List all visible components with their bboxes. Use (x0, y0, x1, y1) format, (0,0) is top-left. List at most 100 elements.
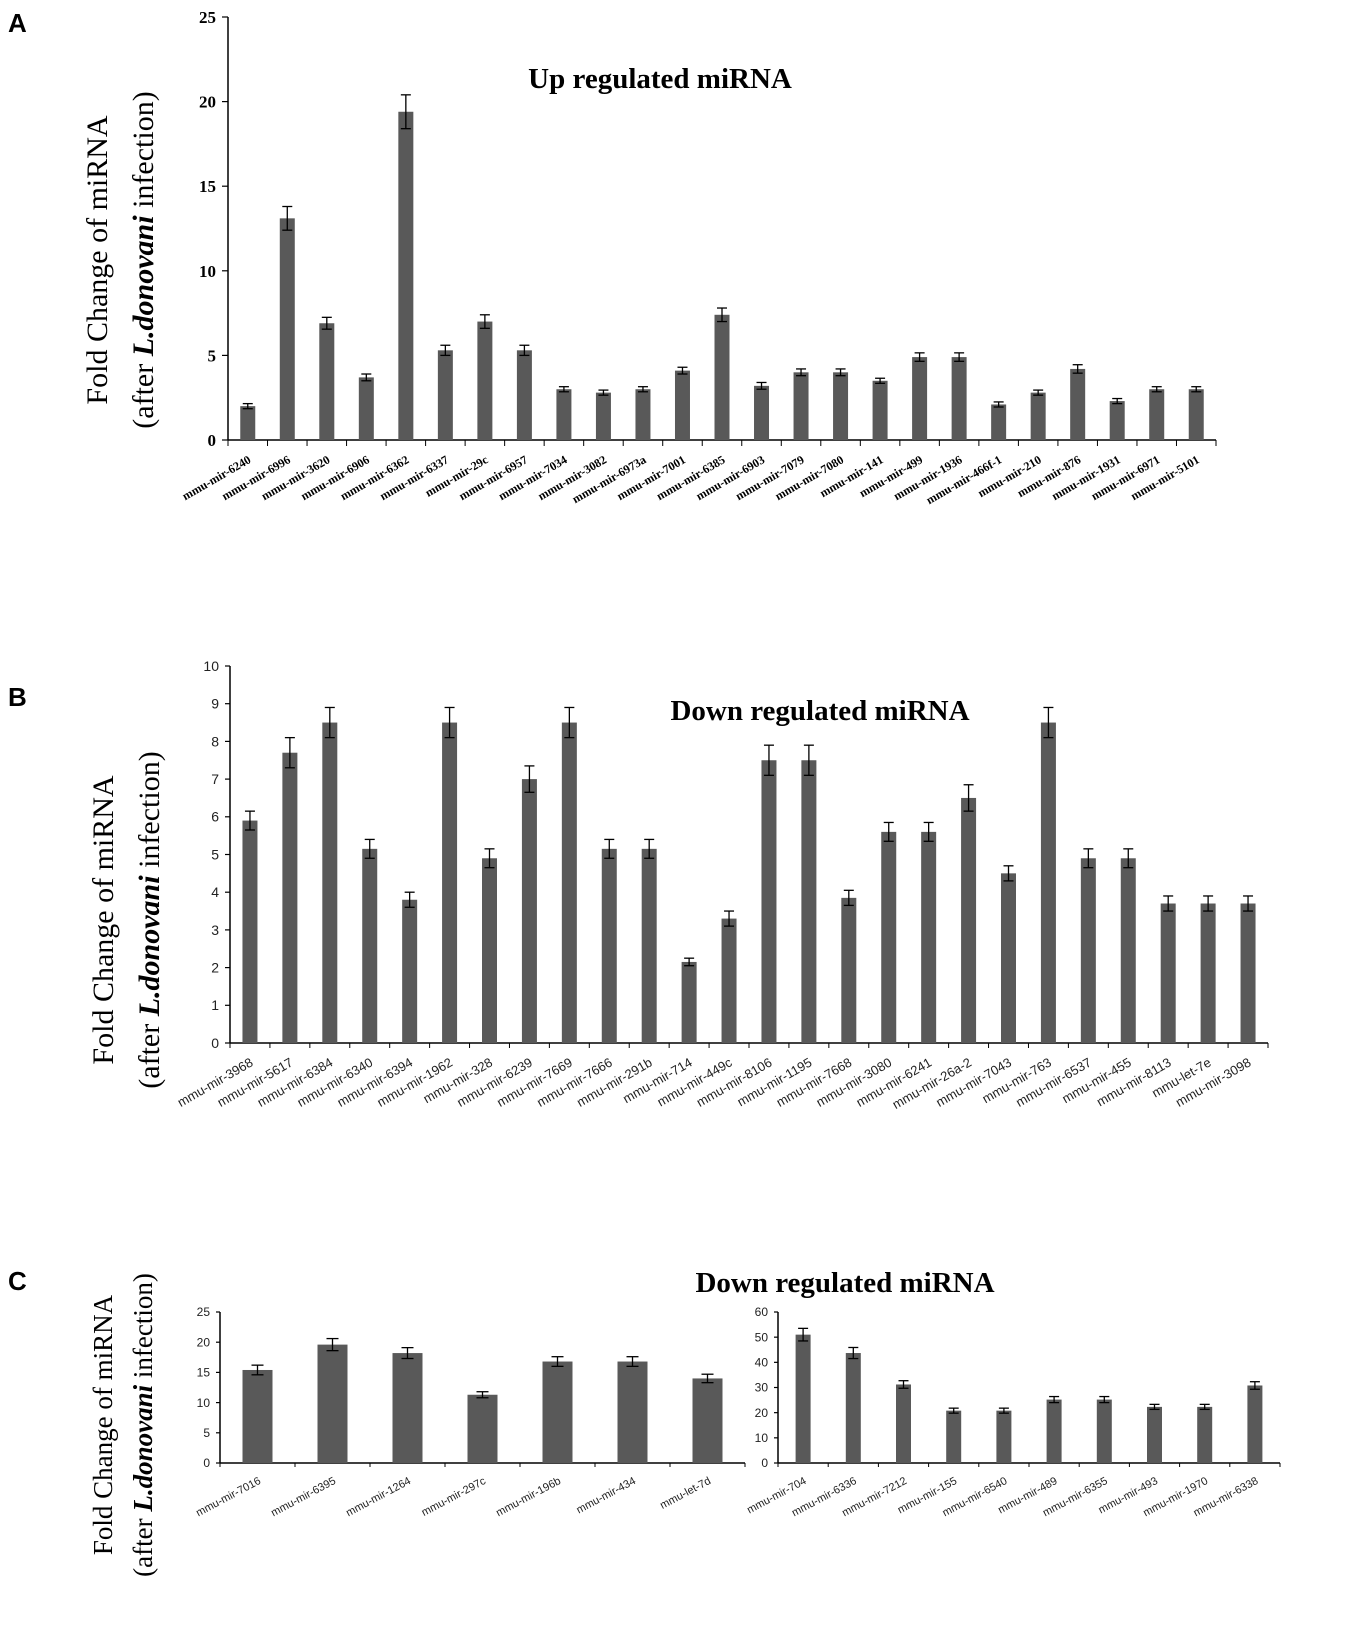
chart-a-ylabel: Fold Change of miRNA (after L.donovani i… (81, 91, 160, 428)
error-bar (440, 344, 451, 357)
bar (1147, 1406, 1162, 1463)
error-bar (598, 389, 609, 396)
bar (516, 350, 532, 440)
error-bar (798, 1327, 809, 1342)
bar (1240, 903, 1256, 1043)
bar (674, 370, 690, 440)
error-bar (1123, 848, 1134, 869)
error-bar (1083, 848, 1094, 869)
bar (482, 858, 497, 1043)
y-tick-label: 0 (208, 431, 217, 450)
bar (1197, 1406, 1213, 1463)
y-tick-label: 10 (199, 262, 216, 281)
bar (595, 392, 611, 440)
bar (872, 380, 888, 440)
error-bar (519, 344, 530, 357)
y-tick-label: 4 (211, 884, 219, 900)
panel-label-b: B (8, 682, 27, 712)
bar (617, 1361, 648, 1463)
bar (801, 760, 817, 1043)
bar (1070, 368, 1086, 440)
x-tick-label: mmu-mir-1264 (344, 1475, 413, 1519)
chart-b-ylabel: Fold Change of miRNA (after L.donovani i… (87, 751, 166, 1088)
y-tick-label: 25 (197, 1305, 211, 1319)
bar (1040, 722, 1056, 1043)
error-bar (948, 1407, 959, 1414)
y-tick-label: 7 (211, 771, 219, 787)
error-bar (484, 848, 495, 869)
x-tick-label: mmu-mir-297c (420, 1475, 489, 1519)
x-tick-label: mmu-let-7d (658, 1475, 713, 1512)
bar (1001, 873, 1016, 1043)
bar (714, 314, 730, 440)
error-bar (763, 744, 774, 776)
error-bar (637, 386, 648, 393)
y-tick-label: 0 (761, 1456, 768, 1470)
y-tick-label: 15 (197, 1366, 211, 1380)
error-bar (954, 352, 965, 362)
ylabel-pre: (after (133, 1016, 166, 1088)
bar (437, 350, 453, 440)
bar (793, 372, 809, 440)
y-tick-label: 5 (208, 346, 217, 365)
bar (1109, 401, 1125, 440)
error-bar (963, 784, 974, 812)
y-tick-label: 1 (211, 997, 219, 1013)
y-tick-label: 20 (755, 1406, 769, 1420)
ylabel-species: L.donovani (127, 215, 160, 358)
error-bar (1003, 865, 1014, 882)
error-bar (242, 402, 253, 410)
error-bar (1072, 364, 1083, 374)
error-bar (684, 957, 695, 967)
error-bar (321, 316, 332, 330)
error-bar (875, 377, 886, 384)
error-bar (364, 838, 375, 859)
error-bar (604, 838, 615, 859)
bar (317, 1344, 348, 1463)
y-tick-label: 10 (203, 658, 219, 674)
bar (951, 357, 967, 440)
bar (1080, 858, 1096, 1043)
bar (1046, 1399, 1062, 1463)
bar (761, 760, 777, 1043)
error-bar (883, 821, 894, 842)
bar (1200, 903, 1216, 1043)
error-bar (1249, 1381, 1260, 1390)
error-bar (400, 94, 411, 130)
bar (841, 897, 857, 1043)
error-bar (796, 368, 807, 377)
y-tick-label: 9 (211, 696, 219, 712)
bar (319, 323, 335, 440)
y-tick-label: 0 (211, 1035, 219, 1051)
bar (542, 1361, 573, 1463)
bar (601, 848, 617, 1043)
ylabel-line1: Fold Change of miRNA (87, 775, 120, 1064)
bar (1120, 858, 1136, 1043)
y-tick-label: 8 (211, 733, 219, 749)
ylabel-post: infection) (127, 91, 160, 215)
error-bar (1163, 895, 1174, 912)
bar (996, 1410, 1012, 1463)
bar (556, 389, 572, 440)
y-tick-label: 3 (211, 922, 219, 938)
x-tick-label: mmu-mir-434 (575, 1475, 638, 1516)
y-tick-label: 5 (203, 1426, 210, 1440)
bar (795, 1334, 811, 1463)
bar (521, 779, 537, 1043)
error-bar (564, 706, 575, 739)
bar (912, 357, 928, 440)
error-bar (444, 706, 455, 739)
bar (322, 722, 338, 1043)
y-tick-label: 5 (211, 846, 219, 862)
bar (398, 111, 414, 440)
error-bar (724, 910, 735, 927)
bar (881, 831, 897, 1043)
ylabel-pre: (after (127, 356, 160, 428)
error-bar (1099, 1395, 1110, 1404)
error-bar (1112, 397, 1123, 405)
error-bar (476, 1391, 489, 1399)
bar (991, 404, 1007, 440)
error-bar (626, 1356, 639, 1368)
error-bar (998, 1407, 1009, 1414)
